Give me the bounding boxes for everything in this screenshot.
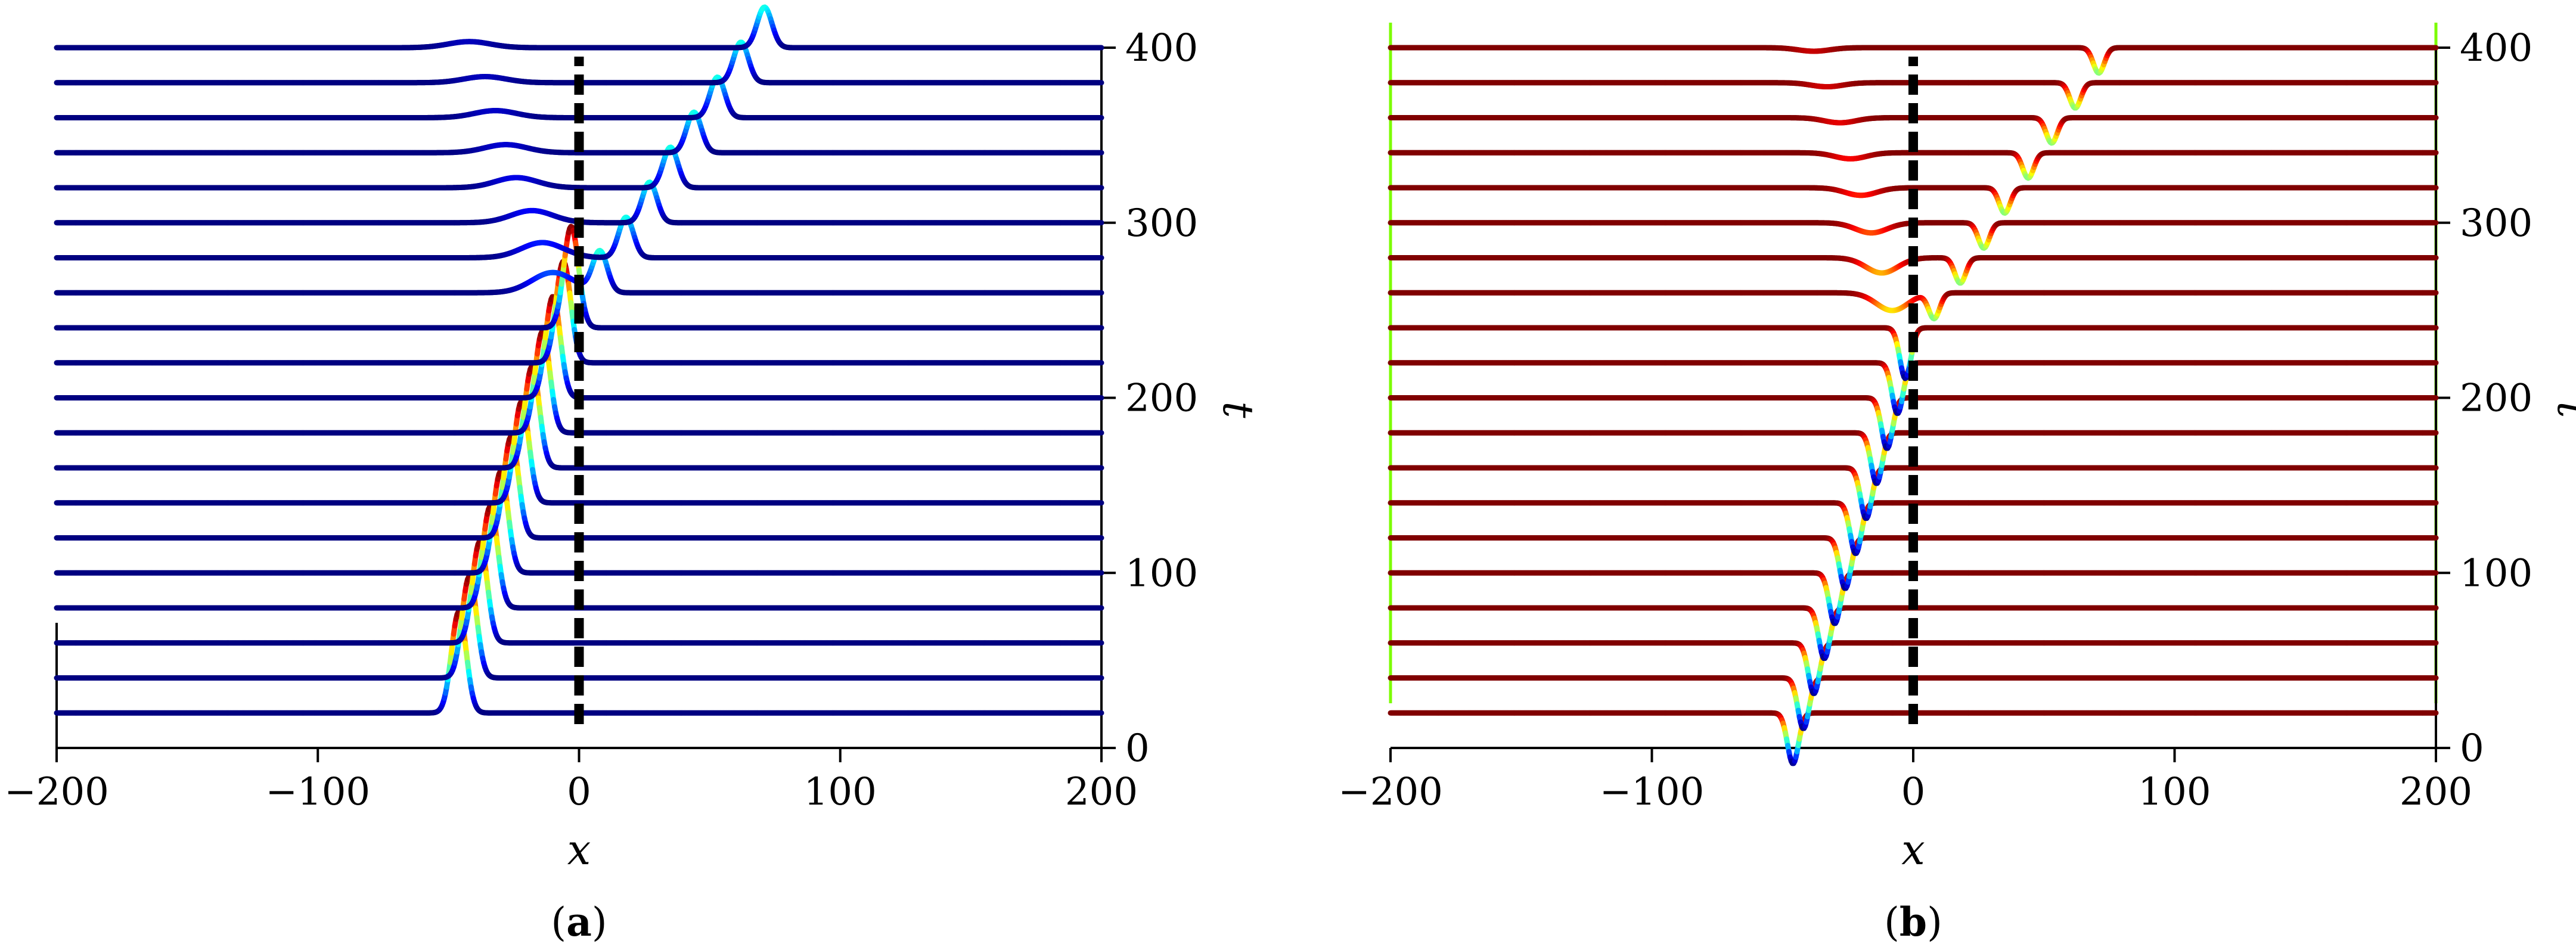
x-axis-title: x <box>567 825 591 874</box>
panel-label-close: ) <box>592 899 607 945</box>
panel-label-open: ( <box>551 899 566 945</box>
t-axis-title: t <box>1213 401 1262 418</box>
x-tick-label: −200 <box>4 770 109 814</box>
t-tick-label: 100 <box>1125 551 1198 595</box>
t-tick-label: 0 <box>1125 727 1150 771</box>
x-tick-label: 200 <box>1065 770 1138 814</box>
t-tick-label: 300 <box>1125 201 1198 246</box>
t-tick-label: 400 <box>1125 26 1198 70</box>
x-tick-label: −100 <box>265 770 370 814</box>
panel-label-letter: a <box>566 899 592 945</box>
t-tick-label: 200 <box>1125 377 1198 421</box>
x-tick-label: 100 <box>804 770 877 814</box>
panel-label: (a) <box>551 899 607 945</box>
x-tick-label: 0 <box>567 770 591 814</box>
